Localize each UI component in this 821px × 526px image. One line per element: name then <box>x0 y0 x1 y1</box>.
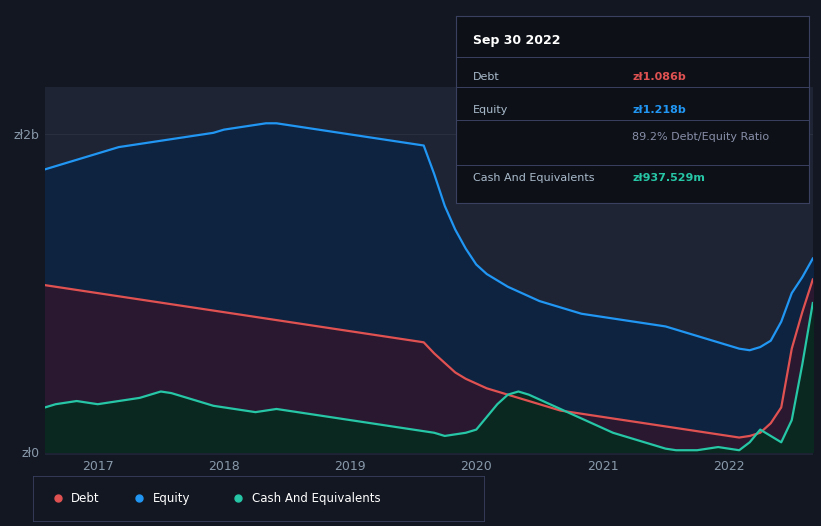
Text: Equity: Equity <box>153 492 190 505</box>
Text: zł1.086b: zł1.086b <box>632 72 686 82</box>
Text: Debt: Debt <box>71 492 100 505</box>
Text: Sep 30 2022: Sep 30 2022 <box>474 35 561 47</box>
Text: zł937.529m: zł937.529m <box>632 173 705 183</box>
Text: 89.2% Debt/Equity Ratio: 89.2% Debt/Equity Ratio <box>632 132 769 141</box>
Text: Cash And Equivalents: Cash And Equivalents <box>474 173 594 183</box>
Text: Debt: Debt <box>474 72 500 82</box>
Text: zł1.218b: zł1.218b <box>632 105 686 115</box>
Text: Equity: Equity <box>474 105 509 115</box>
Text: Cash And Equivalents: Cash And Equivalents <box>252 492 380 505</box>
